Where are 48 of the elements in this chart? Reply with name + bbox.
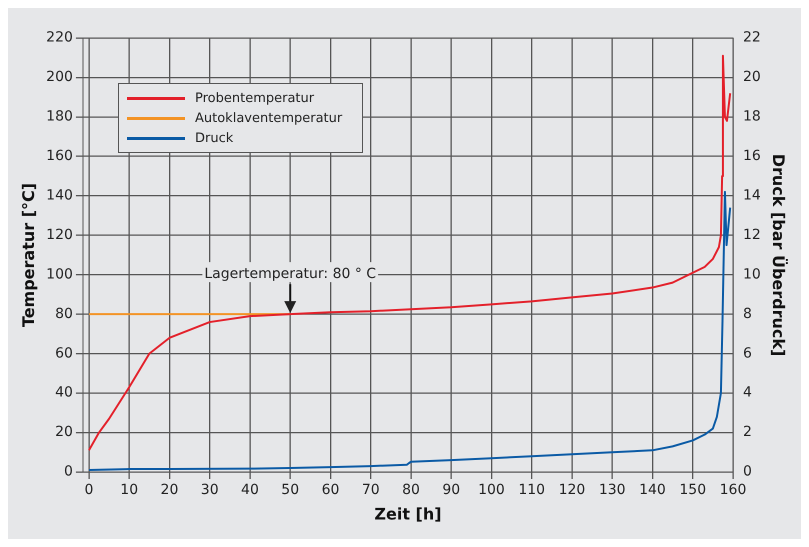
x-tick-label: 0	[84, 482, 94, 498]
x-tick-label: 140	[639, 482, 666, 498]
y2-tick-label: 8	[742, 306, 752, 322]
y-tick-label: 120	[46, 226, 73, 243]
y-tick-label: 200	[46, 69, 73, 86]
y2-tick-label: 10	[742, 266, 761, 282]
y2-tick-label: 16	[742, 148, 761, 164]
x-tick-label: 50	[281, 482, 300, 498]
y2-axis-title: Druck [bar Überdruck]	[769, 154, 788, 356]
legend-label: Probentemperatur	[195, 90, 314, 106]
x-tick-label: 40	[241, 482, 259, 498]
y-tick-label: 180	[46, 108, 73, 125]
y-tick-label: 80	[55, 306, 73, 322]
y-tick-label: 60	[55, 345, 73, 362]
x-tick-label: 70	[362, 482, 380, 498]
x-tick-label: 110	[518, 482, 546, 498]
y-tick-label: 140	[46, 187, 73, 204]
annotation: Lagertemperatur: 80 ° C	[204, 266, 376, 282]
x-tick-label: 80	[402, 482, 420, 498]
x-tick-label: 90	[442, 482, 460, 498]
y2-tick-label: 4	[742, 384, 752, 401]
y2-tick-label: 18	[742, 108, 761, 125]
y2-tick-label: 0	[742, 464, 752, 480]
legend-label: Druck	[195, 130, 234, 146]
x-tick-label: 60	[322, 482, 340, 498]
x-tick-label: 120	[558, 482, 586, 498]
x-tick-label: 10	[120, 482, 138, 498]
x-tick-label: 130	[598, 482, 626, 498]
x-tick-label: 20	[160, 482, 178, 498]
x-tick-label: 150	[679, 482, 706, 498]
y2-tick-label: 14	[742, 187, 761, 204]
y-tick-label: 0	[64, 464, 73, 480]
y2-tick-label: 22	[742, 30, 761, 46]
y-tick-label: 100	[46, 266, 73, 282]
y-tick-label: 220	[46, 30, 73, 46]
y2-tick-label: 12	[742, 226, 761, 243]
y2-tick-label: 2	[742, 424, 752, 440]
y-tick-label: 160	[46, 148, 73, 164]
y-axis-title: Temperatur [°C]	[18, 182, 38, 328]
y-tick-label: 20	[55, 424, 73, 440]
x-tick-label: 160	[720, 482, 746, 498]
x-tick-label: 30	[200, 482, 219, 498]
y2-tick-label: 6	[742, 345, 752, 362]
x-axis-title: Zeit [h]	[374, 504, 442, 524]
y2-tick-label: 20	[742, 69, 761, 86]
legend-label: Autoklaventemperatur	[195, 110, 342, 126]
x-tick-label: 100	[478, 482, 505, 498]
y-tick-label: 40	[55, 384, 73, 401]
